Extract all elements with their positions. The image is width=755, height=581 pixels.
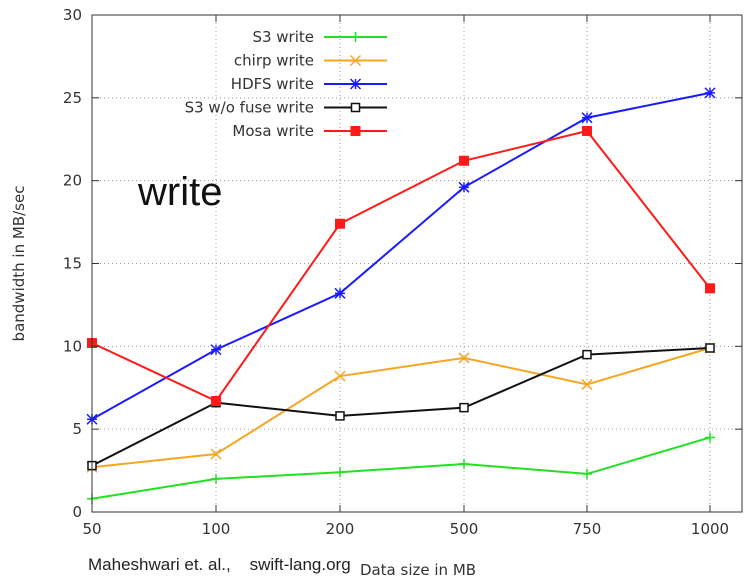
- series-line: [91, 91, 711, 421]
- legend-label: S3 w/o fuse write: [185, 99, 314, 117]
- x-axis-title: Data size in MB: [360, 561, 476, 579]
- data-point: [705, 343, 715, 353]
- series-line: [91, 346, 711, 467]
- data-point: [210, 448, 222, 460]
- x-tick-label: 1000: [691, 520, 729, 538]
- grid-lines: [92, 15, 742, 512]
- data-point: [210, 344, 222, 356]
- series-4: [87, 125, 715, 407]
- legend-label: chirp write: [234, 52, 314, 70]
- data-point: [458, 352, 470, 364]
- series-layer: [86, 87, 716, 504]
- series-0: [87, 432, 715, 504]
- y-tick-label: 25: [63, 89, 82, 107]
- legend-item: S3 w/o fuse write: [185, 99, 387, 117]
- legend-label: HDFS write: [231, 75, 314, 93]
- data-point: [349, 54, 362, 67]
- series-1: [86, 342, 716, 473]
- legend: S3 write chirp write HDFS write S3 w/o fuse…: [185, 28, 387, 140]
- x-tick-label: 100: [202, 520, 231, 538]
- legend-label: S3 write: [252, 28, 314, 46]
- data-point: [350, 32, 361, 42]
- series-line: [91, 436, 711, 500]
- data-point: [582, 468, 592, 479]
- data-point: [334, 370, 346, 382]
- legend-item: chirp write: [234, 52, 387, 70]
- data-point: [582, 349, 592, 360]
- y-axis-title: bandwidth in MB/sec: [10, 186, 28, 342]
- y-tick-label: 5: [72, 420, 82, 438]
- data-point: [581, 112, 593, 124]
- x-tick-label: 50: [82, 520, 101, 538]
- y-tick-label: 10: [63, 337, 82, 355]
- legend-item: Mosa write: [232, 122, 387, 140]
- series-3: [87, 343, 715, 471]
- chart-annotation: write: [137, 170, 222, 214]
- series-line: [91, 129, 711, 403]
- data-point: [211, 473, 221, 484]
- data-point: [335, 467, 345, 478]
- data-point: [705, 432, 715, 443]
- y-tick-label: 15: [63, 255, 82, 273]
- data-point: [459, 458, 469, 469]
- series-line: [91, 347, 711, 469]
- data-point: [582, 125, 592, 136]
- credit-text: Maheshwari et. al., swift-lang.org: [88, 555, 351, 574]
- data-point: [458, 181, 470, 193]
- series-2: [86, 87, 716, 425]
- tick-layer: 0 5 10 15 20 25 30 50 100 200 500 750 1000: [63, 6, 742, 538]
- legend-label: Mosa write: [232, 122, 314, 140]
- data-point: [335, 411, 345, 421]
- data-point: [459, 402, 469, 413]
- data-point: [350, 126, 361, 136]
- data-point: [705, 283, 715, 294]
- legend-item: HDFS write: [231, 75, 387, 93]
- data-point: [459, 155, 469, 166]
- legend-item: S3 write: [252, 28, 387, 46]
- data-point: [581, 378, 593, 390]
- data-point: [335, 218, 345, 229]
- x-tick-label: 750: [573, 520, 602, 538]
- x-tick-label: 200: [326, 520, 355, 538]
- data-point: [349, 78, 362, 90]
- x-tick-label: 500: [450, 520, 479, 538]
- data-point: [211, 396, 221, 407]
- y-tick-label: 0: [72, 503, 82, 521]
- data-point: [350, 102, 361, 113]
- y-tick-label: 30: [63, 6, 82, 24]
- data-point: [334, 287, 346, 299]
- data-point: [704, 87, 716, 99]
- y-tick-label: 20: [63, 172, 82, 190]
